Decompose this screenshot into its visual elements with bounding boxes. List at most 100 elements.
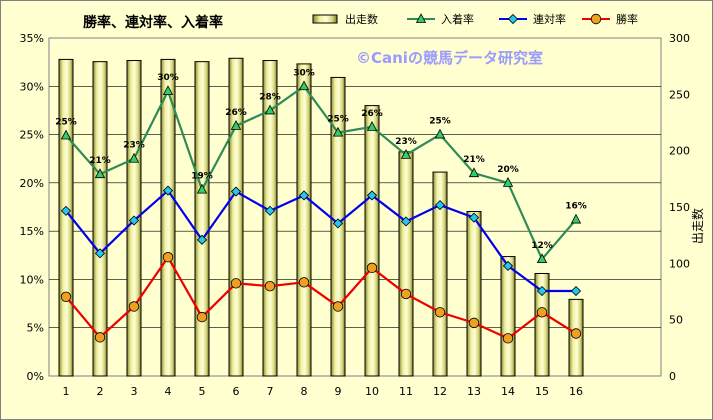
- x-tick-label: 5: [199, 385, 206, 398]
- legend-label: 出走数: [345, 12, 378, 26]
- point: [94, 248, 106, 259]
- right-tick-label: 100: [669, 257, 690, 270]
- data-label: 21%: [89, 156, 111, 166]
- right-tick-label: 50: [669, 314, 683, 327]
- chart-title: 勝率、連対率、入着率: [83, 14, 223, 31]
- x-tick-label: 8: [301, 385, 308, 398]
- point: [502, 177, 514, 187]
- bar: [466, 211, 482, 377]
- series-line: [65, 84, 577, 262]
- point: [434, 307, 446, 318]
- legend-marker: [590, 13, 602, 25]
- point: [60, 129, 72, 140]
- bar: [92, 61, 108, 377]
- right-tick-label: 0: [669, 370, 676, 383]
- point: [536, 307, 548, 318]
- point: [298, 277, 310, 288]
- x-tick-label: 12: [433, 385, 447, 398]
- point: [400, 148, 412, 159]
- x-tick-label: 3: [131, 385, 138, 398]
- bar: [534, 272, 550, 377]
- data-labels: 25% 21% 23% 30% 19% 26% 28% 30% 25% 26% 23% 25% 21% 2…: [55, 68, 587, 251]
- x-tick-label: 4: [165, 385, 172, 398]
- data-label: 26%: [361, 109, 383, 119]
- point: [332, 126, 344, 137]
- point: [162, 85, 174, 96]
- bar: [364, 105, 380, 377]
- point: [264, 104, 276, 115]
- x-axis-ticks: 1 2 3 4 5 6 7 8 9 10 11 12 13 14 15 16: [63, 385, 584, 398]
- point: [366, 120, 378, 131]
- legend-marker: [507, 13, 519, 25]
- left-axis-ticks: 0% 5% 10% 15% 20% 25% 30% 35%: [20, 32, 44, 383]
- data-label: 28%: [259, 92, 281, 102]
- bar: [398, 151, 414, 377]
- point: [570, 285, 582, 297]
- point: [128, 301, 140, 312]
- point: [60, 205, 72, 216]
- point: [298, 190, 310, 201]
- left-tick-label: 30%: [20, 80, 44, 93]
- x-tick-label: 11: [399, 385, 413, 398]
- bar: [296, 63, 312, 377]
- bar: [194, 61, 210, 377]
- legend: 出走数 入着率 連対率 勝率: [312, 12, 638, 26]
- point: [230, 186, 242, 197]
- bar: [262, 60, 278, 377]
- series-line: [65, 188, 576, 293]
- left-tick-label: 25%: [20, 129, 44, 142]
- point: [332, 301, 344, 312]
- point: [502, 333, 514, 344]
- right-tick-label: 250: [669, 88, 690, 101]
- x-tick-label: 7: [267, 385, 274, 398]
- point: [434, 200, 446, 211]
- point: [196, 311, 208, 323]
- data-label: 25%: [327, 115, 349, 125]
- data-label: 25%: [429, 117, 451, 127]
- point: [94, 332, 106, 343]
- point: [332, 218, 344, 229]
- point: [468, 167, 480, 178]
- data-label: 21%: [463, 155, 485, 165]
- point: [94, 168, 106, 179]
- point: [128, 215, 140, 226]
- right-tick-label: 200: [669, 145, 690, 158]
- data-label: 16%: [565, 202, 587, 212]
- x-tick-label: 14: [501, 385, 515, 398]
- data-label: 23%: [395, 137, 417, 147]
- left-tick-label: 15%: [20, 225, 44, 238]
- data-label: 30%: [293, 68, 315, 78]
- bar: [500, 256, 516, 377]
- point: [162, 185, 174, 196]
- right-tick-label: 300: [669, 32, 690, 45]
- x-tick-label: 16: [569, 385, 583, 398]
- legend-label: 勝率: [616, 12, 638, 26]
- point: [128, 152, 140, 163]
- point: [502, 260, 514, 271]
- bar: [228, 57, 244, 377]
- x-tick-label: 9: [335, 385, 342, 398]
- point: [400, 288, 412, 300]
- data-label: 23%: [123, 141, 145, 151]
- x-tick-label: 1: [63, 385, 70, 398]
- point: [570, 328, 582, 339]
- left-tick-label: 10%: [20, 273, 44, 286]
- point: [468, 212, 480, 223]
- data-label: 25%: [55, 118, 77, 128]
- data-label: 26%: [225, 108, 247, 118]
- legend-label: 連対率: [533, 12, 566, 26]
- point: [434, 128, 446, 139]
- left-tick-label: 20%: [20, 177, 44, 190]
- point: [264, 280, 276, 292]
- point: [196, 183, 208, 194]
- right-axis-label: 出走数: [690, 208, 705, 244]
- left-tick-label: 0%: [27, 370, 44, 383]
- data-label: 30%: [157, 73, 179, 83]
- point: [298, 80, 310, 91]
- point: [230, 278, 242, 289]
- point: [400, 216, 412, 227]
- point: [570, 213, 582, 224]
- point: [60, 291, 72, 303]
